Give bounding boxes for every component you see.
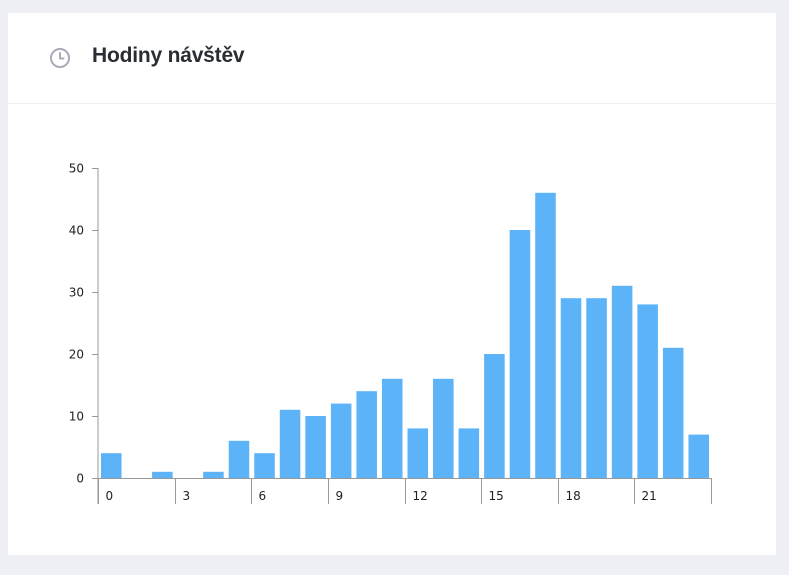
bar-hour-7 [279, 409, 301, 478]
x-tick-label: 15 [489, 489, 504, 503]
x-tick-label: 12 [413, 489, 428, 503]
bar-hour-18 [560, 298, 582, 478]
x-tick-label: 0 [106, 489, 114, 503]
bar-hour-2 [152, 471, 173, 478]
bar-hour-9 [330, 403, 352, 478]
clock-icon [50, 48, 70, 68]
x-tick-label: 9 [336, 489, 344, 503]
bar-hour-11 [381, 378, 403, 478]
bar-hour-13 [433, 378, 454, 478]
x-tick-label: 3 [183, 489, 191, 503]
bar-hour-14 [458, 428, 480, 478]
bar-hour-6 [254, 453, 275, 478]
bar-hour-5 [228, 440, 250, 478]
y-tick-label: 0 [76, 472, 84, 486]
y-tick-label: 50 [69, 162, 84, 176]
bar-hour-20 [611, 285, 633, 478]
bar-hour-17 [535, 192, 556, 479]
bar-hour-22 [662, 347, 684, 478]
bar-hour-4 [203, 471, 224, 478]
y-tick-label: 10 [69, 410, 84, 424]
x-tick-label: 6 [259, 489, 267, 503]
bar-hour-12 [407, 428, 429, 478]
y-tick-label: 20 [69, 348, 84, 362]
bar-hour-16 [509, 230, 531, 478]
bar-hour-0 [101, 453, 122, 478]
x-tick-label: 18 [566, 489, 581, 503]
bar-hour-23 [688, 434, 709, 478]
card-title: Hodiny návštěv [92, 44, 245, 67]
y-tick-label: 40 [69, 224, 84, 238]
bar-hour-10 [356, 391, 377, 478]
bar-hour-21 [637, 304, 658, 478]
bar-hour-19 [586, 298, 607, 478]
card-header: Hodiny návštěv [8, 13, 776, 104]
y-tick-label: 30 [69, 286, 84, 300]
bar-hour-15 [484, 354, 505, 478]
bar-hour-8 [305, 416, 326, 478]
x-tick-label: 21 [642, 489, 657, 503]
